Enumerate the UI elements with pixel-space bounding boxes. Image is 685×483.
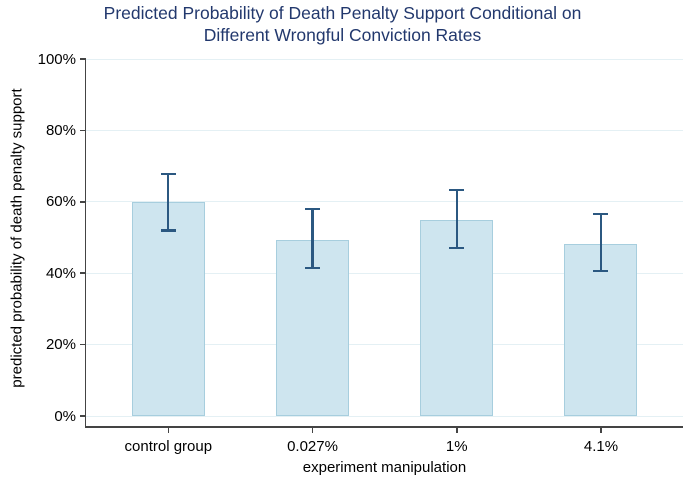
y-tick-40% [80, 272, 86, 274]
gridline-60% [86, 201, 683, 203]
y-tick-label: 60% [45, 193, 76, 211]
x-tick-label: 4.1% [583, 438, 619, 455]
y-tick-label: 20% [45, 336, 76, 354]
error-bar-cap-bottom [160, 229, 176, 232]
chart-title-line-1: Predicted Probability of Death Penalty S… [103, 3, 582, 23]
gridline-20% [86, 344, 683, 346]
x-tick-0.027% [311, 427, 314, 433]
bar-0.027% [276, 239, 350, 416]
x-tick-1% [456, 427, 458, 433]
y-tick-100% [80, 58, 86, 60]
bar-4.1% [564, 243, 638, 416]
y-tick-0% [80, 415, 86, 417]
x-tick-control group [167, 427, 170, 433]
error-bar-cap-top [449, 188, 465, 192]
x-tick-label: 0.027% [287, 438, 338, 455]
x-tick-label: control group [124, 438, 213, 455]
y-tick-80% [80, 129, 86, 132]
error-bar-cap-top [593, 213, 609, 216]
y-tick-20% [80, 343, 86, 346]
error-bar-cap-top [305, 208, 321, 211]
y-tick-60% [80, 201, 86, 203]
y-axis-line [84, 59, 87, 428]
x-tick-label: 1% [445, 438, 468, 455]
error-bar-line-1% [455, 190, 458, 248]
y-tick-label: 100% [37, 50, 76, 68]
y-tick-label: 0% [54, 407, 76, 425]
gridline-80% [86, 129, 683, 131]
error-bar-line-control group [167, 173, 170, 231]
x-axis-title: experiment manipulation [302, 459, 467, 476]
gridline-100% [86, 58, 683, 60]
error-bar-cap-bottom [449, 246, 465, 250]
y-axis-title: predicted probability of death penalty s… [8, 88, 26, 388]
gridline-40% [86, 272, 683, 274]
y-tick-label: 40% [45, 264, 76, 282]
x-tick-4.1% [600, 427, 602, 433]
x-axis-line [84, 425, 683, 428]
error-bar-cap-bottom [305, 266, 321, 270]
y-tick-label: 80% [45, 121, 76, 139]
error-bar-cap-bottom [593, 269, 609, 273]
bar-control group [131, 201, 205, 416]
gridline-0% [86, 415, 683, 417]
error-bar-line-0.027% [311, 209, 314, 268]
chart-title-line-2: Different Wrongful Conviction Rates [203, 25, 482, 45]
error-bar-cap-top [160, 172, 176, 176]
bar-1% [420, 219, 494, 416]
error-bar-line-4.1% [599, 214, 603, 272]
